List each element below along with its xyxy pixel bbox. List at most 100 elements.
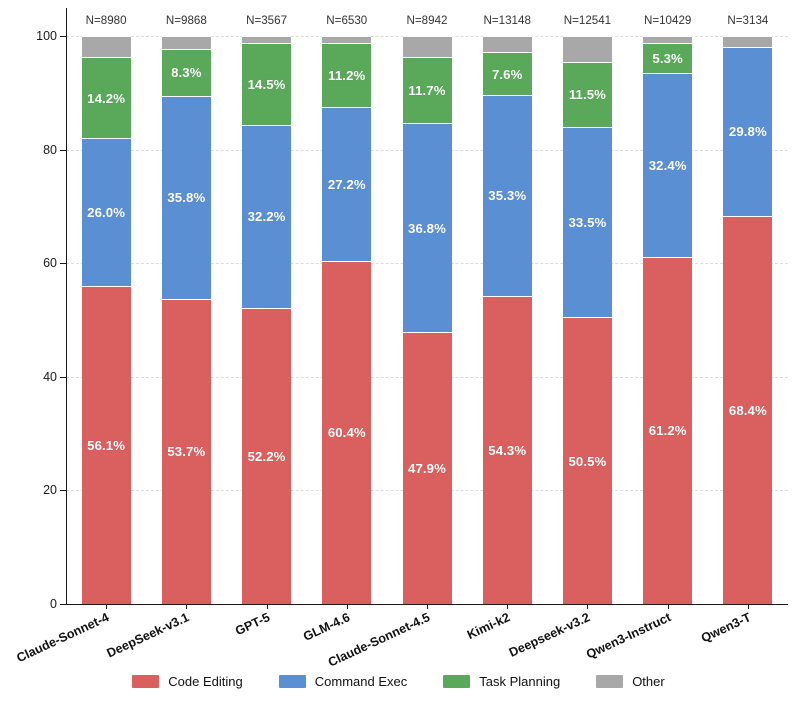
y-axis-tick (60, 376, 66, 378)
bar-segment-command-exec[interactable]: 33.5% (562, 127, 612, 318)
y-axis-tick (60, 36, 66, 38)
bar-segment-value-label: 32.2% (247, 209, 286, 225)
bar-segment-code-editing[interactable]: 50.5% (562, 317, 612, 604)
bar-segment-code-editing[interactable]: 47.9% (402, 332, 452, 604)
bar-segment-code-editing[interactable]: 56.1% (81, 285, 131, 604)
bar-segment-value-label: 33.5% (568, 215, 607, 231)
bar-segment-command-exec[interactable]: 29.8% (723, 46, 773, 216)
x-axis-tick (186, 604, 188, 609)
bar-segment-value-label: 56.1% (87, 437, 126, 453)
y-axis-tick (60, 490, 66, 492)
bar-stack[interactable]: 61.2% 32.4% 5.3% (643, 8, 693, 604)
bar-segment-task-planning[interactable]: 11.5% (562, 61, 612, 128)
x-axis-tick (747, 604, 749, 609)
bar-segment-value-label: 5.3% (652, 50, 683, 66)
sample-size-annotation: N=10429 (643, 14, 692, 28)
bar-segment-value-label: 47.9% (408, 460, 446, 476)
bar-segment-value-label: 11.5% (568, 87, 607, 103)
legend-label: Other (632, 673, 665, 689)
legend-color-swatch (278, 674, 306, 688)
bar-stack[interactable]: 47.9% 36.8% 11.7% (402, 8, 452, 604)
bar-segment-other[interactable] (81, 36, 131, 58)
legend-item[interactable]: Code Editing (132, 673, 243, 689)
bar-segment-other[interactable] (161, 36, 211, 49)
bar-segment-code-editing[interactable]: 68.4% (723, 215, 773, 604)
bar-stack[interactable]: 56.1% 26.0% 14.2% (81, 8, 131, 604)
bar-segment-value-label: 50.5% (568, 453, 607, 469)
chart-legend: Code Editing Command Exec Task Planning Oth… (0, 666, 797, 696)
x-axis-tick (667, 604, 669, 609)
bar-segment-value-label: 36.8% (408, 220, 446, 236)
sample-size-annotation: N=3567 (246, 14, 288, 28)
bar-segment-code-editing[interactable]: 54.3% (482, 295, 532, 604)
legend-label: Command Exec (314, 673, 408, 689)
y-axis-tick-label: 40 (43, 369, 57, 384)
legend-label: Code Editing (168, 673, 243, 689)
legend-color-swatch (443, 674, 471, 688)
bar-segment-other[interactable] (643, 36, 693, 43)
bar-segment-task-planning[interactable]: 7.6% (482, 52, 532, 96)
sample-size-annotation: N=6530 (326, 14, 368, 28)
bar-stack[interactable]: 53.7% 35.8% 8.3% (161, 8, 211, 604)
y-axis-tick (60, 263, 66, 265)
bar-segment-task-planning[interactable]: 14.5% (242, 42, 292, 125)
bar-segment-code-editing[interactable]: 53.7% (161, 299, 211, 604)
y-axis-tick-label: 20 (43, 483, 57, 498)
y-axis-tick-label: 100 (36, 29, 57, 44)
bar-segment-other[interactable] (402, 36, 452, 57)
bar-segment-code-editing[interactable]: 52.2% (242, 307, 292, 604)
bar-segment-value-label: 60.4% (327, 425, 366, 441)
bar-stack[interactable]: 60.4% 27.2% 11.2% (322, 8, 372, 604)
bar-segment-value-label: 11.7% (408, 82, 446, 98)
x-axis-tick (346, 604, 348, 609)
bar-segment-value-label: 68.4% (728, 402, 767, 418)
sample-size-annotation: N=9868 (165, 14, 207, 28)
bar-segment-task-planning[interactable]: 14.2% (81, 57, 131, 138)
bar-segment-value-label: 29.8% (728, 124, 767, 140)
bar-segment-command-exec[interactable]: 35.3% (482, 95, 532, 296)
legend-item[interactable]: Command Exec (278, 673, 408, 689)
plot-area: 0 20 40 60 80 100 56.1% 26.0% 14.2% N=8980 53.7% 35… (36, 8, 788, 611)
bar-segment-value-label: 53.7% (167, 444, 206, 460)
bar-segment-other[interactable] (482, 36, 532, 53)
bar-segment-other[interactable] (562, 36, 612, 62)
legend-item[interactable]: Task Planning (443, 674, 560, 689)
bar-segment-task-planning[interactable] (723, 46, 773, 48)
sample-size-annotation: N=8942 (406, 14, 448, 28)
bar-segment-value-label: 14.5% (247, 76, 286, 92)
y-axis-tick-label: 0 (50, 597, 57, 611)
bar-segment-command-exec[interactable]: 35.8% (161, 95, 211, 300)
bar-segment-code-editing[interactable]: 60.4% (322, 261, 372, 604)
bar-segment-value-label: 61.2% (648, 423, 687, 439)
bar-segment-other[interactable] (322, 36, 372, 44)
bar-segment-other[interactable] (723, 36, 773, 47)
bar-segment-command-exec[interactable]: 26.0% (81, 137, 131, 286)
bar-stack[interactable]: 54.3% 35.3% 7.6% (482, 8, 532, 604)
bar-segment-value-label: 11.2% (328, 67, 366, 83)
bar-segment-command-exec[interactable]: 36.8% (402, 123, 452, 333)
bar-segment-value-label: 26.0% (87, 204, 126, 220)
bar-stack[interactable]: 52.2% 32.2% 14.5% (242, 8, 292, 604)
bar-segment-other[interactable] (242, 36, 292, 43)
bar-segment-value-label: 35.3% (488, 188, 527, 204)
bar-stack[interactable]: 50.5% 33.5% 11.5% (562, 8, 612, 604)
bar-segment-code-editing[interactable]: 61.2% (643, 256, 693, 604)
y-axis-tick-label: 60 (43, 256, 57, 271)
bar-segment-command-exec[interactable]: 27.2% (322, 106, 372, 262)
bar-segment-task-planning[interactable]: 5.3% (643, 42, 693, 73)
bar-segment-value-label: 32.4% (648, 157, 687, 173)
bar-segment-task-planning[interactable]: 11.7% (402, 56, 452, 124)
bar-segment-command-exec[interactable]: 32.4% (643, 72, 693, 257)
legend-item[interactable]: Other (596, 674, 665, 689)
bar-segment-value-label: 54.3% (488, 442, 527, 458)
bar-segment-task-planning[interactable]: 8.3% (161, 48, 211, 96)
bar-segment-command-exec[interactable]: 32.2% (242, 124, 292, 308)
bar-segment-value-label: 27.2% (327, 176, 366, 192)
bar-segment-value-label: 52.2% (247, 448, 286, 464)
bar-stack[interactable]: 68.4% 29.8% (723, 8, 773, 604)
sample-size-annotation: N=8980 (85, 14, 127, 28)
bar-segment-task-planning[interactable]: 11.2% (322, 43, 372, 107)
sample-size-annotation: N=12541 (563, 14, 612, 28)
legend-label: Task Planning (479, 673, 561, 689)
